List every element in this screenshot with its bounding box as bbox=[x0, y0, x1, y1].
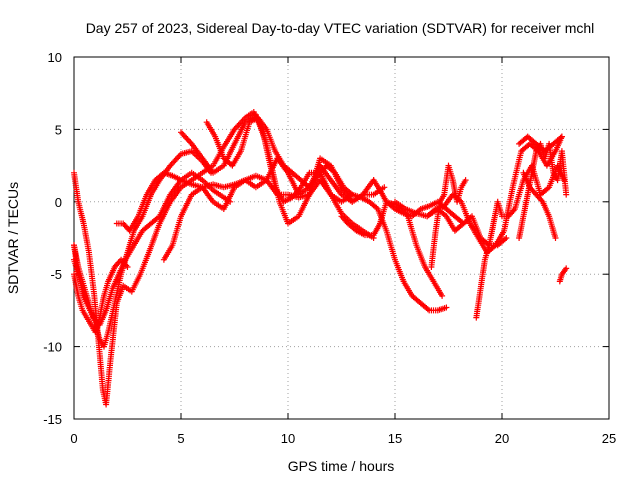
y-tick-label: -5 bbox=[50, 267, 62, 282]
series-track-18 bbox=[556, 265, 570, 285]
series-track-6 bbox=[160, 155, 388, 263]
x-axis-label: GPS time / hours bbox=[288, 458, 395, 474]
x-tick-label: 25 bbox=[602, 431, 616, 446]
y-tick-label: 5 bbox=[55, 122, 62, 137]
data-point bbox=[124, 264, 131, 270]
data-point bbox=[552, 235, 559, 241]
y-tick-label: -10 bbox=[43, 340, 62, 355]
data-point bbox=[381, 184, 388, 191]
x-tick-label: 0 bbox=[70, 431, 77, 446]
data-point bbox=[544, 185, 551, 192]
data-points bbox=[71, 109, 570, 408]
data-point bbox=[439, 292, 446, 299]
data-point bbox=[462, 177, 469, 184]
series-track-2 bbox=[71, 148, 214, 350]
data-point bbox=[83, 300, 90, 307]
data-point bbox=[503, 235, 510, 241]
series-track-15 bbox=[516, 140, 570, 241]
series-track-1 bbox=[71, 109, 377, 408]
data-point bbox=[563, 265, 570, 272]
x-tick-label: 5 bbox=[177, 431, 184, 446]
series-track-19 bbox=[71, 242, 90, 307]
data-point bbox=[558, 133, 565, 140]
x-tick-label: 15 bbox=[388, 431, 402, 446]
series-track-17 bbox=[520, 169, 559, 241]
x-tick-label: 10 bbox=[281, 431, 295, 446]
x-tick-label: 20 bbox=[495, 431, 509, 446]
series-track-4 bbox=[71, 256, 131, 336]
chart-title: Day 257 of 2023, Sidereal Day-to-day VTE… bbox=[86, 20, 595, 36]
y-tick-label: -15 bbox=[43, 412, 62, 427]
y-tick-label: 0 bbox=[55, 195, 62, 210]
x-tick-labels: 0 5 10 15 20 25 bbox=[70, 431, 616, 446]
series-track-13 bbox=[428, 162, 469, 270]
y-tick-labels: -15 -10 -5 0 5 10 bbox=[43, 50, 62, 427]
series-track-14 bbox=[473, 162, 568, 321]
y-tick-label: 10 bbox=[48, 50, 62, 65]
data-point bbox=[443, 304, 450, 311]
series-track-16 bbox=[516, 133, 565, 155]
plot-frame bbox=[73, 56, 610, 420]
data-point bbox=[563, 191, 570, 198]
y-axis-label: SDTVAR / TECUs bbox=[5, 182, 21, 294]
